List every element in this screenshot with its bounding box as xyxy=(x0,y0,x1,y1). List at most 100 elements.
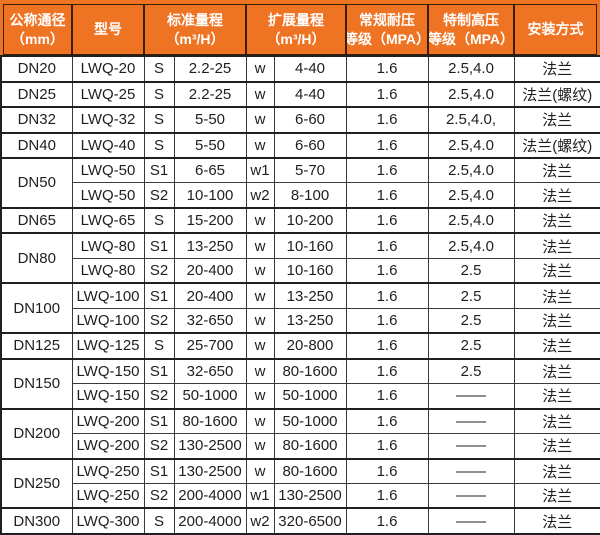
header-label: 扩展量程 xyxy=(268,12,324,29)
cell-install: 法兰 xyxy=(513,282,600,309)
cell-pressure: 1.6 xyxy=(345,182,429,209)
cell-s-range: 25-700 xyxy=(173,332,247,360)
cell-model: LWQ-200 xyxy=(71,407,145,435)
cell-model: LWQ-300 xyxy=(71,507,145,535)
cell-w-label: w xyxy=(245,433,275,460)
cell-w-label: w xyxy=(245,131,275,159)
cell-model: LWQ-100 xyxy=(71,282,145,309)
cell-w-label: w xyxy=(245,282,275,309)
cell-w-label: w xyxy=(245,206,275,234)
cell-model: LWQ-250 xyxy=(71,482,145,509)
cell-w-label: w1 xyxy=(245,482,275,509)
cell-s-range: 13-250 xyxy=(173,232,247,259)
header-label: 型号 xyxy=(94,21,122,38)
cell-pressure: 1.6 xyxy=(345,232,429,259)
cell-s-label: S2 xyxy=(143,257,175,284)
cell-s-range: 15-200 xyxy=(173,206,247,234)
cell-s-range: 20-400 xyxy=(173,282,247,309)
cell-pressure: 1.6 xyxy=(345,307,429,334)
table-row: DN100 LWQ-100 S1 20-400 w 13-250 1.6 2.5 法兰 xyxy=(0,282,600,334)
table-row: DN300 LWQ-300 S 200-4000 w2 320-6500 1.6 —— 法兰 xyxy=(0,507,600,535)
cell-high-pressure: 2.5 xyxy=(427,357,515,385)
cell-pressure: 1.6 xyxy=(345,357,429,385)
cell-high-pressure: —— xyxy=(427,407,515,435)
cell-high-pressure: —— xyxy=(427,482,515,509)
cell-s-range: 10-100 xyxy=(173,182,247,209)
cell-dn: DN100 xyxy=(0,282,73,334)
header-unit: （m³/H） xyxy=(165,30,225,47)
table-row: DN40 LWQ-40 S 5-50 w 6-60 1.6 2.5,4.0 法兰(螺纹) xyxy=(0,131,600,159)
cell-install: 法兰 xyxy=(513,357,600,385)
cell-s-range: 200-4000 xyxy=(173,482,247,509)
cell-install: 法兰 xyxy=(513,182,600,209)
cell-high-pressure: 2.5,4.0 xyxy=(427,80,515,108)
cell-pressure: 1.6 xyxy=(345,282,429,309)
cell-high-pressure: 2.5,4.0 xyxy=(427,131,515,159)
cell-w-range: 320-6500 xyxy=(273,507,347,535)
cell-model: LWQ-80 xyxy=(71,257,145,284)
table-row: DN80 LWQ-80 S1 13-250 w 10-160 1.6 2.5,4.0 法兰 xyxy=(0,232,600,284)
cell-w-range: 13-250 xyxy=(273,282,347,309)
header-nominal-diameter: 公称通径 （mm） xyxy=(3,4,72,55)
table-row: DN50 LWQ-50 S1 6-65 w1 5-70 1.6 2.5,4.0 法兰 xyxy=(0,157,600,209)
table-row: LWQ-200 S2 130-2500 w 80-1600 1.6 —— 法兰 xyxy=(1,433,600,460)
cell-high-pressure: 2.5,4.0 xyxy=(427,157,515,184)
cell-s-label: S xyxy=(143,55,175,82)
header-unit: 等级（MPA） xyxy=(428,30,514,47)
cell-s-label: S1 xyxy=(143,357,175,385)
cell-model: LWQ-50 xyxy=(71,157,145,184)
cell-install: 法兰 xyxy=(513,332,600,360)
cell-w-range: 130-2500 xyxy=(273,482,347,509)
cell-pressure: 1.6 xyxy=(345,55,429,82)
cell-pressure: 1.6 xyxy=(345,383,429,410)
table-row: DN200 LWQ-200 S1 80-1600 w 50-1000 1.6 —— 法兰 xyxy=(0,407,600,460)
cell-install: 法兰 xyxy=(513,457,600,484)
cell-install: 法兰 xyxy=(513,407,600,435)
cell-w-range: 80-1600 xyxy=(273,433,347,460)
cell-s-label: S xyxy=(143,332,175,360)
cell-w-label: w2 xyxy=(245,182,275,209)
cell-s-label: S xyxy=(143,106,175,133)
cell-install: 法兰 xyxy=(513,433,600,460)
cell-w-label: w xyxy=(245,307,275,334)
cell-dn: DN300 xyxy=(0,507,73,535)
table-row: DN20 LWQ-20 S 2.2-25 w 4-40 1.6 2.5,4.0 法兰 xyxy=(0,55,600,82)
header-unit: 等级（MPA） xyxy=(346,30,428,47)
cell-w-range: 8-100 xyxy=(273,182,347,209)
table-body: DN20 LWQ-20 S 2.2-25 w 4-40 1.6 2.5,4.0 法兰 DN25 LW… xyxy=(0,55,600,535)
cell-s-range: 5-50 xyxy=(173,131,247,159)
header-label: 标准量程 xyxy=(167,12,223,29)
cell-model: LWQ-40 xyxy=(71,131,145,159)
cell-s-range: 80-1600 xyxy=(173,407,247,435)
cell-w-range: 50-1000 xyxy=(273,407,347,435)
cell-install: 法兰 xyxy=(513,383,600,410)
cell-s-range: 200-4000 xyxy=(173,507,247,535)
cell-high-pressure: 2.5,4.0 xyxy=(427,182,515,209)
cell-s-range: 32-650 xyxy=(173,357,247,385)
cell-dn: DN20 xyxy=(0,55,73,82)
table-row: LWQ-250 S2 200-4000 w1 130-2500 1.6 —— 法兰 xyxy=(1,482,600,509)
cell-s-label: S2 xyxy=(143,182,175,209)
cell-dn: DN25 xyxy=(0,80,73,108)
cell-dn: DN50 xyxy=(0,157,73,209)
cell-install: 法兰 xyxy=(513,307,600,334)
cell-w-label: w1 xyxy=(245,157,275,184)
cell-install: 法兰(螺纹) xyxy=(513,80,600,108)
cell-s-range: 50-1000 xyxy=(173,383,247,410)
cell-pressure: 1.6 xyxy=(345,482,429,509)
cell-w-range: 80-1600 xyxy=(273,357,347,385)
cell-pressure: 1.6 xyxy=(345,457,429,484)
cell-pressure: 1.6 xyxy=(345,206,429,234)
table-header-row: 公称通径 （mm） 型号 标准量程 （m³/H） 扩展量程 （m³/H） 常规耐… xyxy=(0,0,600,55)
cell-pressure: 1.6 xyxy=(345,257,429,284)
cell-high-pressure: —— xyxy=(427,507,515,535)
cell-pressure: 1.6 xyxy=(345,157,429,184)
cell-high-pressure: 2.5,4.0 xyxy=(427,232,515,259)
table-row: DN150 LWQ-150 S1 32-650 w 80-1600 1.6 2.5 法兰 xyxy=(0,357,600,410)
cell-high-pressure: —— xyxy=(427,383,515,410)
cell-w-range: 6-60 xyxy=(273,106,347,133)
table-row: DN250 LWQ-250 S1 130-2500 w 80-1600 1.6 —— 法兰 xyxy=(0,457,600,509)
cell-s-range: 32-650 xyxy=(173,307,247,334)
cell-s-label: S xyxy=(143,131,175,159)
table-row: DN125 LWQ-125 S 25-700 w 20-800 1.6 2.5 法兰 xyxy=(0,332,600,360)
